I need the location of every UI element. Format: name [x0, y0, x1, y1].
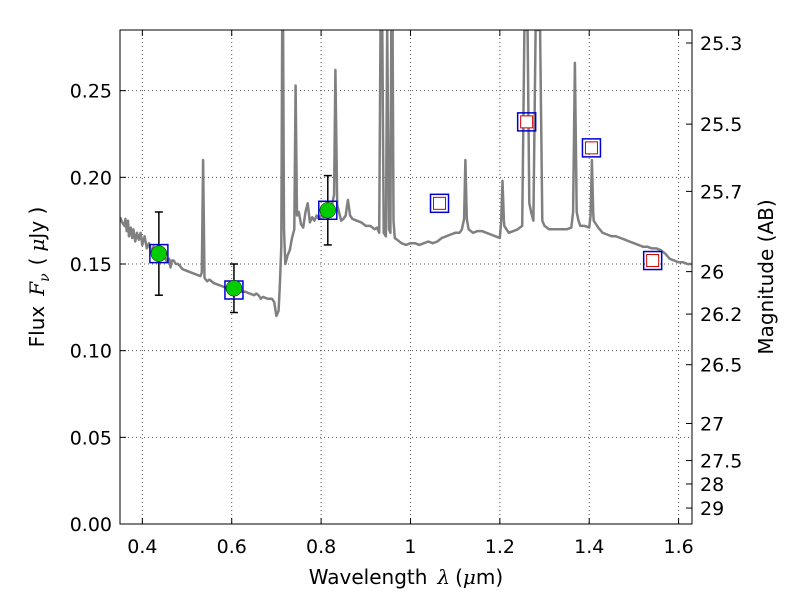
y-tick-label: 0.05 — [70, 427, 112, 449]
x-tick-label: 1.6 — [663, 536, 693, 558]
magnitude-tick-label: 27.5 — [700, 451, 742, 473]
y-tick-label: 0.10 — [70, 341, 112, 363]
y-label-unit-rest: Jy ) — [25, 207, 49, 241]
magnitude-tick-label: 29 — [700, 498, 724, 520]
upper-limit-point — [646, 254, 660, 268]
x-axis-label: Wavelength λ (μm) — [309, 565, 503, 589]
model-point-square — [318, 200, 338, 221]
magnitude-tick-label: 27 — [700, 413, 724, 435]
spectrum-line — [120, 30, 692, 318]
x-tick-label: 1.2 — [485, 536, 515, 558]
plot-frame — [119, 29, 693, 525]
y-label-prefix: Flux — [25, 306, 49, 348]
y-axis-label: Flux Fν ( μJy ) — [25, 207, 53, 348]
x-tick-label: 1.4 — [574, 536, 604, 558]
magnitude-tick-label: 26.5 — [700, 355, 742, 377]
x-tick-label: 0.4 — [127, 536, 157, 558]
x-label-unit-mu: μ — [463, 565, 476, 589]
magnitude-tick-label: 26.2 — [700, 304, 742, 326]
x-tick-label: 0.8 — [306, 536, 336, 558]
x-label-unit-rest: m) — [476, 565, 503, 589]
observed-point — [319, 202, 337, 219]
magnitude-axis-label: Magnitude (AB) — [754, 199, 778, 354]
x-tick-label: 1 — [404, 536, 416, 558]
axis-ticks: 0.4 0.6 0.8 1 1.2 1.4 1.6 0.00 0.05 0.10 0.15 0.20 0… — [70, 30, 742, 558]
model-point-square — [581, 138, 602, 158]
y-label-sub: ν — [37, 273, 53, 282]
magnitude-tick-label: 25.5 — [700, 114, 742, 136]
y-label-unit-open: ( — [25, 258, 49, 266]
x-label-prefix: Wavelength — [309, 565, 428, 589]
magnitude-tick-label: 25.7 — [700, 181, 742, 203]
x-label-unit-open: ( — [455, 565, 463, 589]
magnitude-tick-label: 28 — [700, 474, 724, 496]
y-tick-label: 0.20 — [70, 167, 112, 189]
upper-limit-point — [584, 141, 598, 155]
x-label-symbol: λ — [436, 565, 450, 589]
y-tick-label: 0.00 — [70, 514, 112, 536]
model-point-square — [516, 112, 537, 132]
plot-area — [120, 30, 692, 318]
y-tick-label: 0.25 — [70, 81, 112, 103]
y-label-symbol: F — [25, 281, 49, 297]
model-point-square — [642, 250, 663, 271]
y-tick-label: 0.15 — [70, 254, 112, 276]
x-tick-label: 0.6 — [217, 536, 247, 558]
data-markers — [149, 112, 663, 314]
model-point-square — [429, 193, 450, 214]
upper-limit-point — [520, 115, 534, 129]
magnitude-tick-label: 25.3 — [700, 33, 742, 55]
model-point-square — [149, 243, 169, 264]
y-label-unit-mu: μ — [25, 239, 49, 252]
magnitude-tick-label: 26 — [700, 262, 724, 284]
observed-point — [225, 280, 243, 297]
upper-limit-point — [433, 196, 447, 210]
observed-point — [150, 245, 168, 262]
